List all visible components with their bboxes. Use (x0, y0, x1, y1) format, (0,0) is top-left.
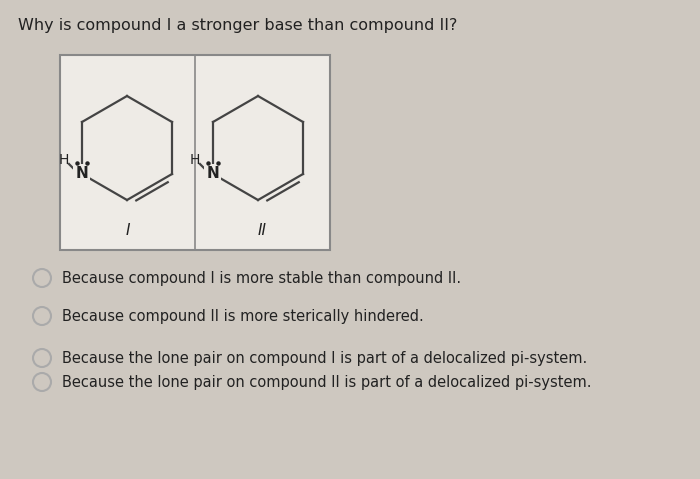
FancyBboxPatch shape (60, 55, 330, 250)
Text: Because compound I is more stable than compound II.: Because compound I is more stable than c… (62, 271, 461, 285)
Text: Because the lone pair on compound I is part of a delocalized pi-system.: Because the lone pair on compound I is p… (62, 351, 587, 365)
Text: I: I (125, 223, 130, 238)
Text: II: II (258, 223, 267, 238)
Text: Because compound II is more sterically hindered.: Because compound II is more sterically h… (62, 308, 424, 323)
Text: N: N (76, 167, 88, 182)
Text: H: H (59, 153, 69, 167)
Text: H: H (190, 153, 200, 167)
Text: Because the lone pair on compound II is part of a delocalized pi-system.: Because the lone pair on compound II is … (62, 375, 592, 389)
Text: Why is compound I a stronger base than compound II?: Why is compound I a stronger base than c… (18, 18, 457, 33)
Text: N: N (206, 167, 219, 182)
